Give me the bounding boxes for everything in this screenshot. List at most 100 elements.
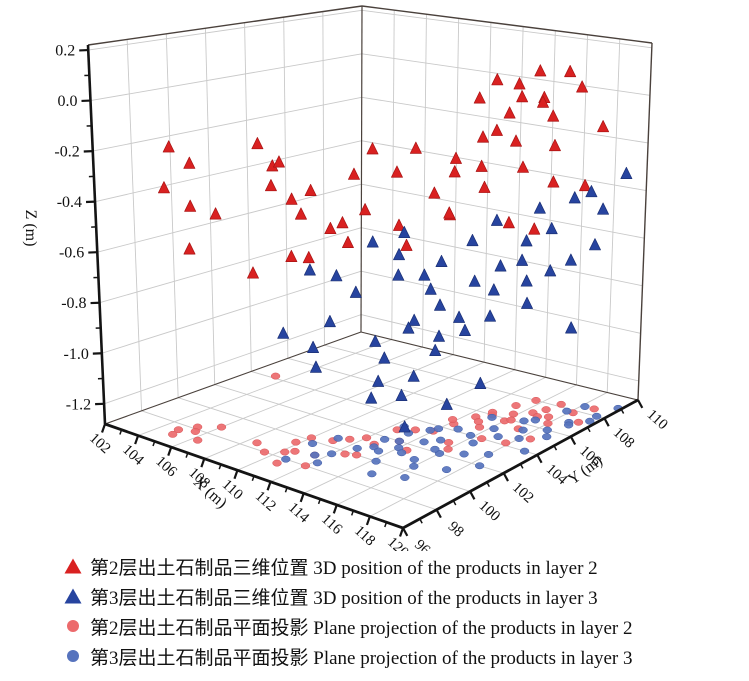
legend-triangle <box>64 588 82 604</box>
data-point-3d <box>277 326 290 339</box>
x-tick-label: 106 <box>152 453 180 480</box>
grid-line <box>237 361 485 471</box>
data-point-projection <box>447 416 458 423</box>
data-point-projection <box>525 435 536 443</box>
data-point-3d <box>440 397 453 410</box>
data-point-3d <box>408 313 421 326</box>
z-axis-title: Z (m) <box>22 210 39 247</box>
data-point-projection <box>511 402 521 409</box>
data-point-3d <box>393 248 405 261</box>
box-edge <box>361 5 653 44</box>
data-point-projection <box>361 434 372 442</box>
data-point-3d <box>369 334 382 347</box>
x-tick-label: 118 <box>351 523 378 550</box>
tick-mark <box>266 481 272 491</box>
data-point-projection <box>489 425 499 433</box>
data-point-3d <box>398 420 411 433</box>
data-point-3d <box>503 106 516 119</box>
tick-mark <box>332 504 338 514</box>
data-point-3d <box>407 369 420 382</box>
data-point-3d <box>547 109 560 122</box>
data-point-projection <box>543 419 553 427</box>
grid-line <box>94 140 362 203</box>
tick-mark <box>620 408 625 414</box>
data-point-3d <box>359 203 372 216</box>
data-point-3d <box>309 360 322 373</box>
data-point-projection <box>326 450 337 458</box>
tick-mark <box>167 446 173 456</box>
data-point-projection <box>531 396 541 404</box>
box-edge <box>104 331 362 425</box>
data-point-projection <box>351 451 362 459</box>
tick-mark <box>452 500 457 506</box>
z-tick-label: -0.6 <box>59 245 84 262</box>
data-point-projection <box>435 436 446 444</box>
data-point-projection <box>493 433 503 441</box>
data-point-3d <box>545 222 558 235</box>
x-tick-label: 104 <box>119 442 147 469</box>
data-point-projection <box>345 435 355 443</box>
tick-mark <box>299 492 305 503</box>
data-point-projection <box>281 455 291 463</box>
data-point-3d <box>307 340 320 353</box>
data-point-projection <box>312 459 323 467</box>
data-point-3d <box>491 73 504 86</box>
data-point-3d <box>428 186 441 199</box>
data-point-projection <box>425 426 435 434</box>
data-point-projection <box>410 426 421 434</box>
data-point-projection <box>519 447 530 455</box>
tick-mark <box>134 435 140 445</box>
data-point-3d <box>304 183 317 197</box>
data-point-3d <box>378 351 391 364</box>
data-point-projection <box>373 447 384 455</box>
data-point-projection <box>190 428 200 435</box>
data-point-3d <box>251 137 264 150</box>
data-point-projection <box>216 423 227 431</box>
data-point-3d <box>273 155 285 168</box>
grid-line <box>545 30 556 378</box>
data-point-3d <box>402 321 415 334</box>
data-point-3d <box>528 222 541 235</box>
data-point-3d <box>475 159 488 172</box>
tick-mark <box>519 463 524 469</box>
grid-line <box>90 53 362 102</box>
data-point-3d <box>477 130 489 143</box>
data-point-3d <box>285 192 298 205</box>
data-point-projection <box>430 445 440 453</box>
grid-line <box>92 96 362 152</box>
grid-line <box>103 314 362 405</box>
data-point-3d <box>520 234 533 247</box>
data-point-3d <box>597 120 610 133</box>
grid-line <box>171 346 423 448</box>
data-point-3d <box>366 235 379 248</box>
data-point-projection <box>394 437 405 445</box>
data-point-3d <box>418 268 431 281</box>
x-tick-label: 112 <box>252 488 279 515</box>
data-point-projection <box>573 418 584 426</box>
data-point-3d <box>372 374 385 387</box>
data-point-3d <box>349 285 362 298</box>
data-point-projection <box>443 439 454 446</box>
x-tick-label: 114 <box>285 500 312 527</box>
data-point-3d <box>520 274 533 287</box>
data-point-3d <box>568 191 581 204</box>
data-point-3d <box>424 282 437 295</box>
y-tick-label: 102 <box>509 480 536 507</box>
data-point-3d <box>533 201 546 214</box>
tick-mark <box>419 518 423 524</box>
data-point-projection <box>290 447 300 455</box>
data-point-3d <box>264 179 277 192</box>
legend-item: 第2层出土石制品三维位置 3D position of the products… <box>62 551 632 581</box>
data-point-3d <box>487 283 500 296</box>
grid-line <box>178 397 471 492</box>
grid-line <box>99 227 362 304</box>
data-point-projection <box>367 470 377 478</box>
box-edge <box>87 5 363 46</box>
data-point-projection <box>333 434 343 442</box>
grid-line <box>97 183 362 253</box>
grid-line <box>287 357 571 438</box>
data-point-3d <box>474 376 487 389</box>
data-point-projection <box>580 403 590 410</box>
tick-mark <box>603 417 610 427</box>
tick-mark <box>637 399 644 409</box>
